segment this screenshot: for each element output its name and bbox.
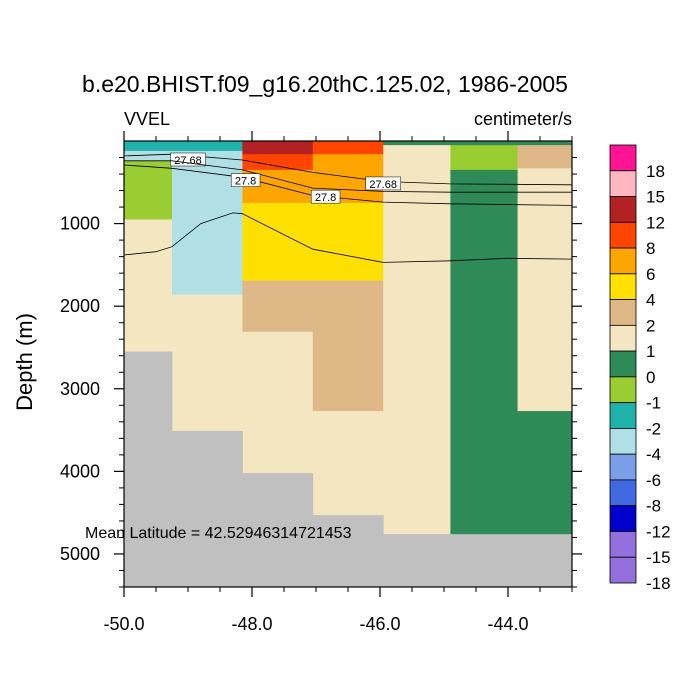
- colorbar-box-11: [609, 428, 637, 455]
- land-mask-block-2: [242, 473, 314, 587]
- colorbar-label-15: -15: [646, 548, 671, 567]
- y-tick-label-2: 3000: [60, 379, 100, 399]
- colorbar-box-15: [609, 531, 637, 558]
- contour-line-1: [124, 160, 572, 193]
- colorbar-label-5: 4: [646, 291, 655, 310]
- contour-line-3: [123, 212, 573, 263]
- colorbar-box-8: [609, 350, 637, 378]
- colorbar-box-0: [609, 144, 637, 172]
- colorbar-label-9: -1: [646, 394, 661, 413]
- x-tick-label-2: -46.0: [359, 614, 400, 634]
- heatmap-cell-3: [124, 219, 173, 353]
- colorbar-legend: 18 15 12 8 6 4 2 1 0 -1 -2 -4 -6 -8 -12 -15 -18: [609, 144, 671, 593]
- svg-text:27.68: 27.68: [174, 155, 202, 167]
- colorbar-box-16: [609, 556, 637, 584]
- y-tick-label-4: 5000: [60, 544, 100, 564]
- heatmap-cell-12: [242, 331, 314, 474]
- colorbar-label-1: 15: [646, 188, 665, 207]
- density-contours: 27.68 27.68 27.8 27.8: [123, 152, 573, 263]
- mean-latitude-annotation: Mean Latitude = 42.52946314721453: [85, 525, 352, 542]
- chart-title: b.e20.BHIST.f09_g16.20thC.125.02, 1986-2…: [82, 71, 568, 97]
- colorbar-box-2: [609, 196, 637, 223]
- heatmap-cell-11: [242, 280, 314, 333]
- colorbar-label-16: -18: [646, 574, 671, 593]
- colorbar-label-10: -2: [646, 419, 661, 438]
- heatmap-cell-26: [517, 411, 573, 535]
- contour-label-0-1: 27.68: [365, 176, 401, 191]
- heatmap-cell-23: [517, 141, 573, 146]
- colorbar-box-12: [609, 453, 637, 481]
- heatmap-cell-17: [312, 411, 384, 516]
- colorbar-label-0: 18: [646, 162, 665, 181]
- contour-label-2-1: 27.8: [310, 189, 341, 204]
- contour-label-0-0: 27.68: [170, 152, 206, 167]
- colorbar-box-3: [609, 221, 637, 249]
- heatmap-cell-7: [242, 141, 314, 155]
- heatmap-cell-24: [517, 145, 573, 169]
- land-mask-block-4: [383, 534, 573, 587]
- heatmap-cell-19: [383, 145, 451, 535]
- heatmap-cell-10: [242, 202, 314, 281]
- colorbar-box-13: [609, 479, 637, 507]
- land-mask: [124, 351, 573, 587]
- colorbar-box-9: [609, 376, 637, 404]
- land-mask-block-0: [124, 351, 173, 587]
- heatmap-cell-20: [450, 141, 518, 146]
- colorbar-label-12: -6: [646, 471, 661, 490]
- colorbar-label-7: 1: [646, 342, 655, 361]
- x-tick-label-1: -48.0: [231, 614, 272, 634]
- heatmap-cell-8: [242, 154, 314, 171]
- heatmap-cell-1: [124, 150, 173, 162]
- colorbar-label-8: 0: [646, 368, 655, 387]
- y-tick-label-1: 2000: [60, 296, 100, 316]
- colorbar-box-5: [609, 273, 637, 300]
- heatmap-cell-15: [312, 202, 384, 281]
- colorbar-label-11: -4: [646, 445, 661, 464]
- plot-axes: [114, 131, 582, 597]
- colorbar-label-4: 6: [646, 265, 655, 284]
- heatmap-cell-4: [172, 141, 243, 152]
- heatmap-cell-22: [450, 169, 518, 535]
- heatmap-cell-25: [517, 168, 573, 412]
- units-label: centimeter/s: [474, 109, 572, 129]
- colorbar-box-14: [609, 505, 637, 532]
- y-axis-label: Depth (m): [12, 313, 37, 411]
- y-tick-label-0: 1000: [60, 214, 100, 234]
- x-tick-label-0: -50.0: [103, 614, 144, 634]
- tick-labels: -50.0 -48.0 -46.0 -44.0 1000 2000 3000 4000 5000: [60, 214, 529, 634]
- y-tick-label-3: 4000: [60, 461, 100, 481]
- colorbar-box-4: [609, 247, 637, 275]
- colorbar-box-10: [609, 402, 637, 429]
- land-mask-block-1: [172, 430, 243, 587]
- land-mask-block-3: [312, 515, 384, 587]
- heatmap-cell-6: [172, 294, 243, 432]
- colorbar-box-7: [609, 324, 637, 352]
- heatmap-cell-21: [450, 145, 518, 171]
- heatmap-cell-0: [124, 141, 173, 152]
- heatmap-cell-2: [124, 160, 173, 220]
- colorbar-label-3: 8: [646, 239, 655, 258]
- heatmap-cells: [124, 141, 573, 535]
- svg-text:27.8: 27.8: [235, 176, 256, 188]
- svg-text:27.8: 27.8: [315, 192, 336, 204]
- colorbar-box-1: [609, 170, 637, 197]
- contour-label-2-0: 27.8: [230, 173, 261, 188]
- heatmap-cell-16: [312, 280, 384, 412]
- heatmap-cell-18: [383, 141, 451, 146]
- svg-text:27.68: 27.68: [369, 179, 397, 191]
- heatmap-cell-13: [312, 141, 384, 155]
- colorbar-label-13: -8: [646, 497, 661, 516]
- colorbar-label-6: 2: [646, 316, 655, 335]
- variable-label: VVEL: [124, 109, 170, 129]
- colorbar-label-2: 12: [646, 213, 665, 232]
- colorbar-label-14: -12: [646, 522, 671, 541]
- colorbar-box-6: [609, 299, 637, 326]
- x-tick-label-3: -44.0: [487, 614, 528, 634]
